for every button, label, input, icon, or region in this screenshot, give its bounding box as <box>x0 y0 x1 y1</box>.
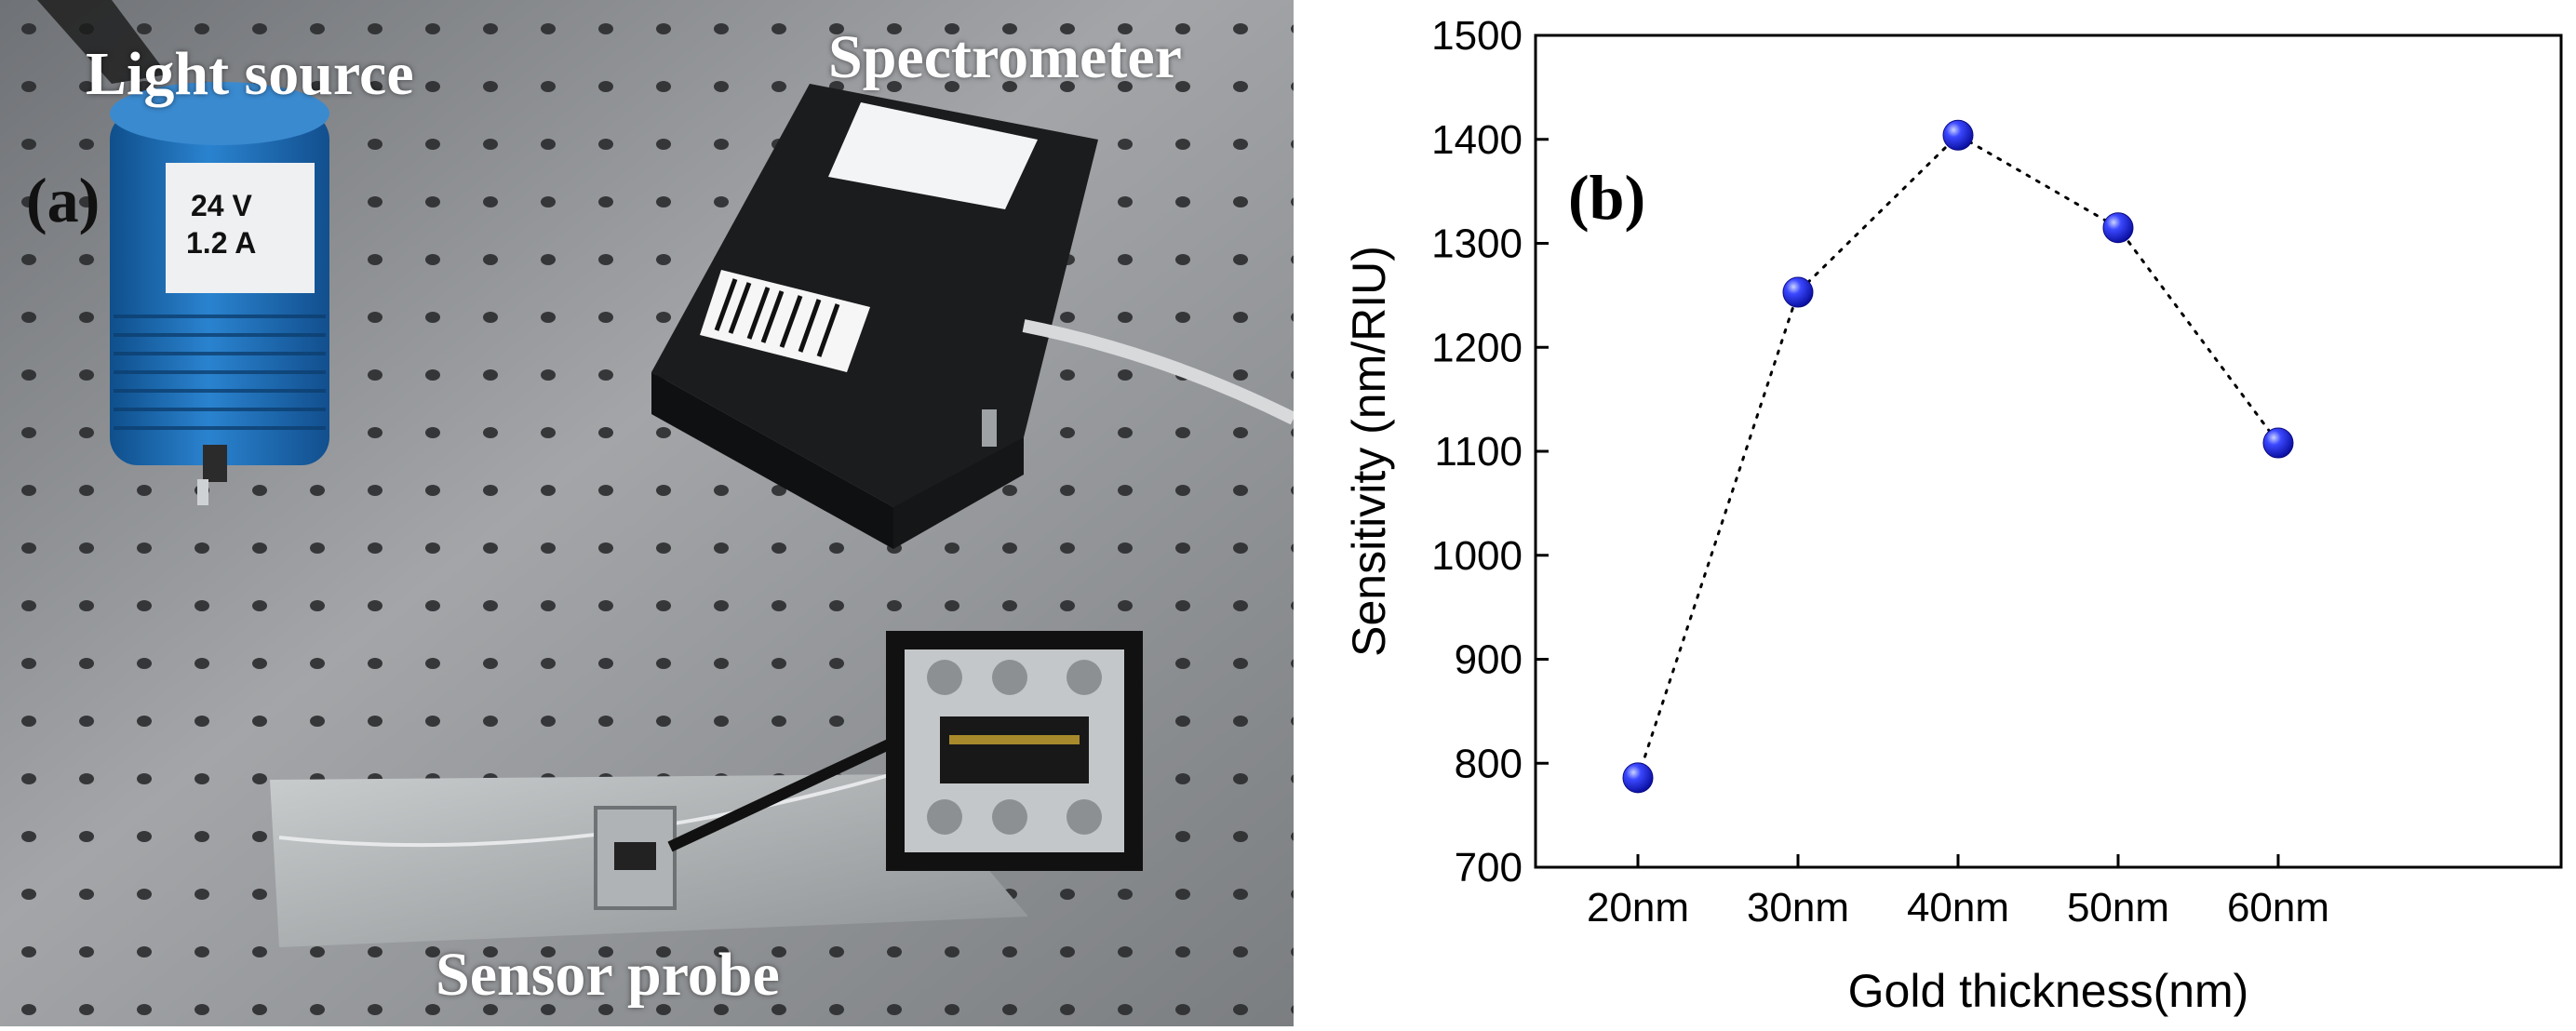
y-tick-label: 700 <box>1455 845 1523 890</box>
photo-panel: 24 V 1.2 A <box>0 0 1297 1026</box>
light-source-sticker-line1: 24 V <box>191 189 252 222</box>
y-tick-label: 1100 <box>1434 429 1523 475</box>
plot-frame <box>1534 33 2563 869</box>
data-point <box>1942 119 1974 151</box>
x-tick-label: 40nm <box>1907 885 2009 931</box>
y-tick-label: 1000 <box>1431 533 1523 579</box>
x-tick-label: 30nm <box>1747 885 1849 931</box>
x-axis-title: Gold thickness(nm) <box>1848 965 2249 1017</box>
chart-panel: 700 800 900 1000 1100 1200 1300 1400 1500 20nm 30… <box>1303 0 2576 1026</box>
panel-b-label: (b) <box>1568 162 1645 233</box>
y-tick-label: 800 <box>1455 741 1523 786</box>
y-axis-title: Sensitivity (nm/RIU) <box>1343 246 1395 657</box>
panel-a-label: (a) <box>26 165 101 235</box>
x-tick-label: 60nm <box>2227 885 2329 931</box>
data-points <box>1622 119 2294 794</box>
data-point <box>1782 276 1814 308</box>
y-tick-label: 900 <box>1455 637 1523 683</box>
spectrometer-device <box>651 84 1297 549</box>
spectrometer-label: Spectrometer <box>828 23 1182 91</box>
x-axis: 20nm 30nm 40nm 50nm 60nm <box>1587 854 2329 931</box>
light-source-label: Light source <box>86 40 414 108</box>
data-point <box>2262 427 2294 459</box>
sensitivity-chart: 700 800 900 1000 1100 1200 1300 1400 1500 20nm 30… <box>1343 13 2563 1017</box>
y-tick-label: 1300 <box>1431 221 1523 267</box>
light-source-sticker-line2: 1.2 A <box>186 226 256 260</box>
y-tick-label: 1200 <box>1431 325 1523 370</box>
light-source-device <box>37 0 329 505</box>
data-point <box>1622 762 1654 794</box>
setup-photo: 24 V 1.2 A <box>0 0 1297 1026</box>
sensor-probe-device <box>270 739 1028 947</box>
connector-line <box>1636 133 2280 780</box>
sensor-probe-inset <box>886 631 1143 871</box>
y-tick-label: 1400 <box>1431 117 1523 163</box>
x-tick-label: 50nm <box>2067 885 2169 931</box>
data-point <box>2102 212 2134 244</box>
x-tick-label: 20nm <box>1587 885 1689 931</box>
sensor-probe-label: Sensor probe <box>436 941 780 1009</box>
y-axis: 700 800 900 1000 1100 1200 1300 1400 1500 <box>1431 13 1549 890</box>
y-tick-label: 1500 <box>1431 13 1523 59</box>
